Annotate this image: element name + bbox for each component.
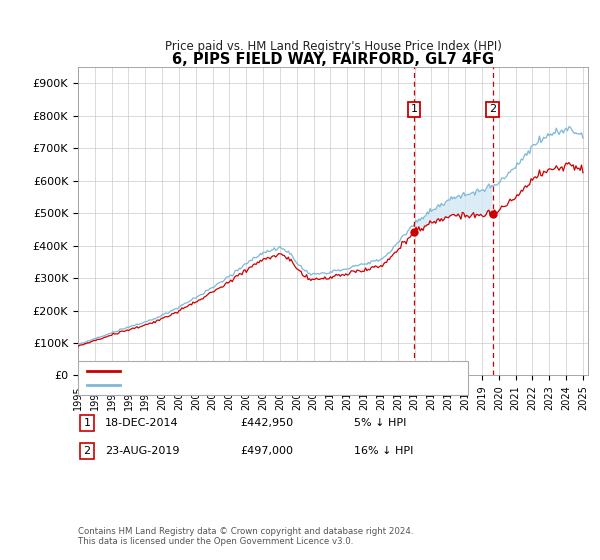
Text: 5% ↓ HPI: 5% ↓ HPI [354,418,406,428]
Text: Contains HM Land Registry data © Crown copyright and database right 2024.
This d: Contains HM Land Registry data © Crown c… [78,526,413,546]
Text: 2: 2 [489,104,496,114]
Title: 6, PIPS FIELD WAY, FAIRFORD, GL7 4FG: 6, PIPS FIELD WAY, FAIRFORD, GL7 4FG [172,52,494,67]
Text: 18-DEC-2014: 18-DEC-2014 [105,418,179,428]
Text: 2: 2 [83,446,91,456]
Text: £497,000: £497,000 [240,446,293,456]
Text: £442,950: £442,950 [240,418,293,428]
Text: 1: 1 [410,104,418,114]
Text: 23-AUG-2019: 23-AUG-2019 [105,446,179,456]
Text: 1: 1 [83,418,91,428]
Text: HPI: Average price, detached house, Cotswold: HPI: Average price, detached house, Cots… [126,380,367,390]
Text: Price paid vs. HM Land Registry's House Price Index (HPI): Price paid vs. HM Land Registry's House … [164,40,502,53]
Text: 6, PIPS FIELD WAY, FAIRFORD, GL7 4FG (detached house): 6, PIPS FIELD WAY, FAIRFORD, GL7 4FG (de… [126,366,423,376]
Text: 16% ↓ HPI: 16% ↓ HPI [354,446,413,456]
